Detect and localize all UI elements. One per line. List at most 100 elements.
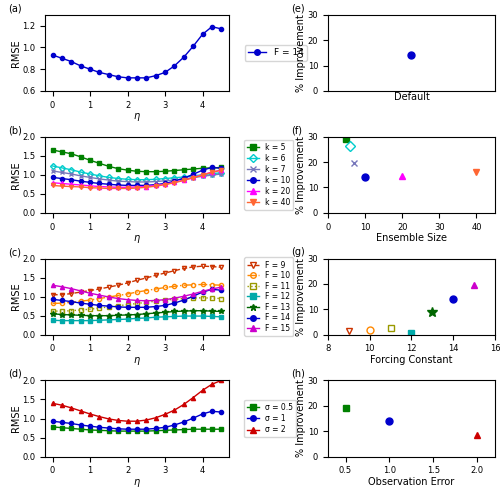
- k = 20: [200, 172, 205, 178]
- k = 10: [152, 182, 158, 188]
- F = 12: [190, 313, 196, 319]
- k = 7: [144, 179, 150, 185]
- k = 6: [50, 163, 56, 169]
- Y-axis label: % Improvement: % Improvement: [296, 136, 306, 214]
- k = 40: [209, 169, 215, 175]
- k = 7: [209, 172, 215, 178]
- σ = 0.5: [106, 428, 112, 434]
- k = 7: [124, 179, 130, 185]
- Text: (c): (c): [8, 247, 21, 257]
- k = 7: [96, 176, 102, 182]
- σ = 0.5: [96, 427, 102, 433]
- F = 11: [87, 306, 93, 312]
- F = 12: [87, 318, 93, 324]
- F = 13: [106, 313, 112, 319]
- F = 11: [181, 296, 187, 301]
- k = 5: [68, 151, 74, 157]
- k = 10: [190, 171, 196, 177]
- F = 9: [218, 264, 224, 270]
- k = 5: [115, 165, 121, 171]
- k = 40: [144, 184, 150, 190]
- k = 5: [200, 165, 205, 171]
- F = 10: [152, 286, 158, 292]
- k = 20: [134, 184, 140, 190]
- Line: F = 12: F = 12: [50, 314, 224, 323]
- k = 40: [152, 183, 158, 189]
- F = 14: [218, 26, 224, 32]
- k = 10: [209, 164, 215, 170]
- k = 20: [162, 181, 168, 187]
- X-axis label: $\eta$: $\eta$: [133, 477, 141, 489]
- k = 7: [68, 171, 74, 177]
- F = 14: [124, 75, 130, 81]
- Legend: σ = 0.5, σ = 1, σ = 2: σ = 0.5, σ = 1, σ = 2: [244, 400, 296, 437]
- σ = 0.5: [162, 427, 168, 433]
- F = 11: [134, 300, 140, 306]
- σ = 0.5: [124, 428, 130, 434]
- F = 15: [50, 282, 56, 288]
- F = 13: [200, 308, 205, 314]
- σ = 0.5: [190, 426, 196, 432]
- Text: (h): (h): [291, 369, 305, 379]
- k = 7: [78, 173, 84, 179]
- F = 9: [144, 275, 150, 281]
- F = 14: [200, 289, 205, 295]
- k = 7: [106, 177, 112, 183]
- k = 10: [78, 178, 84, 184]
- k = 10: [50, 174, 56, 180]
- σ = 2: [68, 405, 74, 411]
- F = 9: [134, 277, 140, 283]
- σ = 0.5: [115, 428, 121, 434]
- Line: F = 9: F = 9: [50, 264, 224, 297]
- σ = 1: [68, 420, 74, 426]
- F = 12: [78, 318, 84, 324]
- σ = 1: [152, 426, 158, 432]
- k = 40: [115, 186, 121, 191]
- F = 12: [96, 317, 102, 323]
- F = 10: [218, 282, 224, 288]
- k = 10: [124, 183, 130, 189]
- Y-axis label: RMSE: RMSE: [11, 283, 21, 310]
- k = 10: [172, 178, 177, 184]
- F = 15: [200, 288, 205, 294]
- k = 7: [162, 178, 168, 184]
- σ = 2: [218, 378, 224, 383]
- k = 7: [218, 171, 224, 177]
- F = 14: [134, 304, 140, 310]
- k = 40: [162, 182, 168, 188]
- k = 5: [162, 168, 168, 174]
- k = 20: [78, 182, 84, 188]
- F = 15: [134, 298, 140, 303]
- σ = 2: [50, 400, 56, 406]
- F = 11: [106, 304, 112, 310]
- F = 12: [144, 315, 150, 321]
- F = 9: [78, 289, 84, 295]
- k = 7: [172, 177, 177, 183]
- σ = 0.5: [181, 427, 187, 433]
- Text: (e): (e): [291, 3, 305, 13]
- F = 14: [68, 299, 74, 304]
- Line: k = 7: k = 7: [50, 169, 224, 184]
- F = 12: [162, 314, 168, 320]
- F = 14: [106, 72, 112, 78]
- F = 14: [209, 24, 215, 29]
- F = 10: [78, 298, 84, 304]
- k = 6: [59, 165, 65, 171]
- k = 40: [78, 184, 84, 190]
- F = 14: [181, 54, 187, 60]
- F = 11: [115, 303, 121, 309]
- F = 10: [144, 288, 150, 294]
- Line: σ = 1: σ = 1: [50, 409, 224, 431]
- k = 10: [115, 182, 121, 188]
- σ = 1: [50, 418, 56, 424]
- σ = 1: [181, 419, 187, 425]
- σ = 0.5: [59, 425, 65, 431]
- X-axis label: Ensemble Size: Ensemble Size: [376, 233, 447, 243]
- F = 13: [152, 310, 158, 316]
- k = 20: [172, 179, 177, 185]
- σ = 2: [124, 418, 130, 424]
- k = 6: [172, 175, 177, 181]
- k = 5: [152, 169, 158, 175]
- k = 10: [59, 176, 65, 182]
- F = 12: [172, 313, 177, 319]
